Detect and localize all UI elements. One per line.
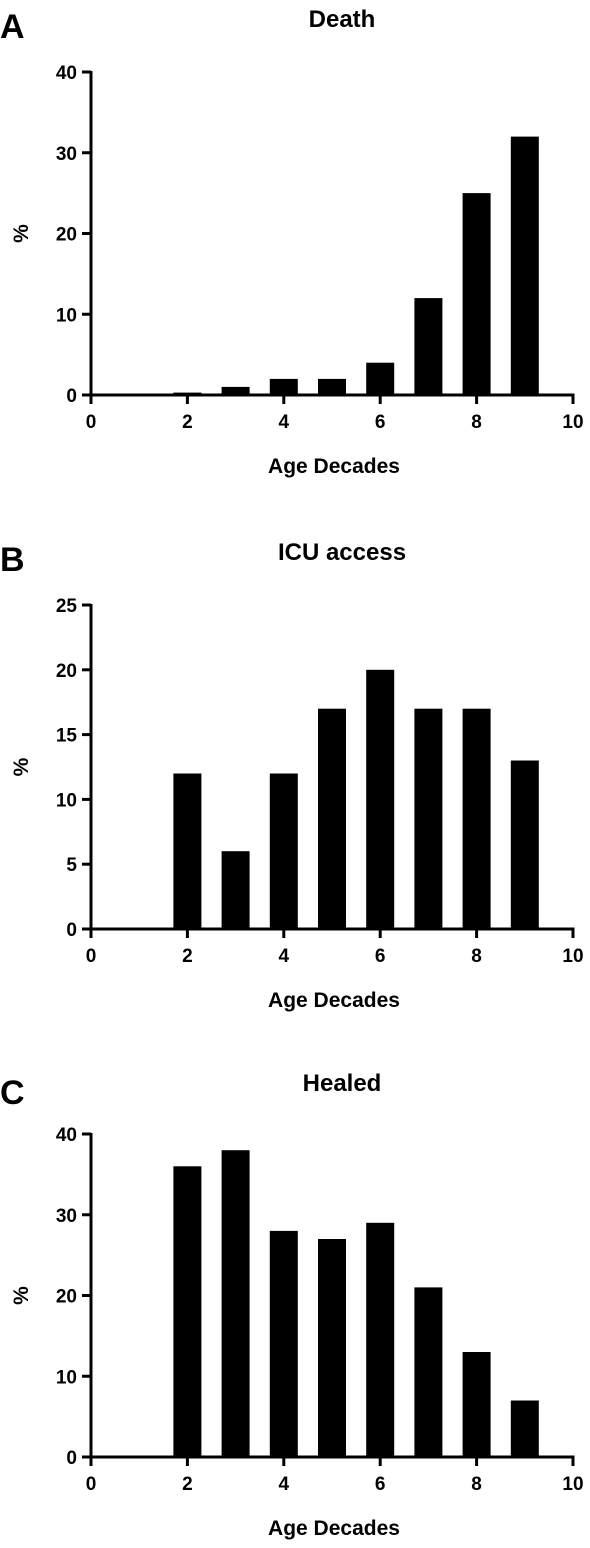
panel-b-y-label: % bbox=[10, 757, 33, 776]
panel-c-x-label: Age Decades bbox=[268, 1517, 400, 1540]
panel-c-bar-8 bbox=[462, 1352, 491, 1457]
panel-b-bar-7 bbox=[414, 708, 443, 929]
panel-b: B ICU access 0 5 10 15 20 25 0 2 4 6 8 10 Age Decades% bbox=[0, 539, 584, 1012]
panel-c-x-tick-4: 4 bbox=[279, 1474, 290, 1495]
panel-b-bar-2 bbox=[173, 773, 202, 929]
panel-b-y-tick-5: 5 bbox=[66, 855, 77, 876]
panel-a-y-tick-10: 10 bbox=[56, 305, 77, 326]
panel-c-y-tick-10: 10 bbox=[56, 1367, 77, 1388]
panel-c-bar-9 bbox=[510, 1400, 539, 1457]
panel-a-x-tick-6: 6 bbox=[375, 412, 386, 433]
panel-b-y-tick-0: 0 bbox=[66, 920, 77, 941]
panel-a-x-tick-8: 8 bbox=[471, 412, 482, 433]
panel-b-bar-5 bbox=[318, 708, 346, 929]
panel-a-bar-6 bbox=[366, 362, 395, 395]
panel-a-letter: A bbox=[0, 8, 25, 46]
panel-b-x-tick-4: 4 bbox=[279, 946, 290, 967]
panel-a-title: Death bbox=[309, 6, 376, 33]
panel-c-bar-7 bbox=[414, 1287, 443, 1457]
panel-b-bar-4 bbox=[269, 773, 298, 929]
panel-c-y-tick-20: 20 bbox=[56, 1287, 77, 1308]
panel-c-y-tick-30: 30 bbox=[56, 1206, 77, 1227]
panel-b-letter: B bbox=[0, 541, 25, 579]
panel-c-x-tick-10: 10 bbox=[562, 1474, 583, 1495]
panel-a-bar-5 bbox=[318, 378, 346, 395]
panel-c-letter: C bbox=[0, 1074, 25, 1112]
panel-c-x-tick-0: 0 bbox=[86, 1474, 97, 1495]
panel-b-x-label: Age Decades bbox=[268, 989, 400, 1012]
panel-b-x-tick-10: 10 bbox=[562, 946, 583, 967]
panel-a-bar-4 bbox=[269, 378, 298, 395]
panel-c-title: Healed bbox=[303, 1070, 382, 1097]
panel-a-bar-9 bbox=[510, 136, 539, 395]
panel-c-y-tick-40: 40 bbox=[56, 1125, 77, 1146]
panel-a-bar-7 bbox=[414, 298, 443, 395]
panel-c-y-tick-0: 0 bbox=[66, 1448, 77, 1469]
panel-a-x-label: Age Decades bbox=[268, 455, 400, 478]
panel-a-x-tick-0: 0 bbox=[86, 412, 97, 433]
panel-b-y-tick-15: 15 bbox=[56, 726, 78, 747]
panel-c-bar-5 bbox=[318, 1239, 346, 1457]
panel-a-x-tick-4: 4 bbox=[279, 412, 290, 433]
panel-b-y-tick-25: 25 bbox=[56, 596, 78, 617]
panel-c-x-tick-2: 2 bbox=[182, 1474, 193, 1495]
panel-c-bar-2 bbox=[173, 1166, 202, 1457]
panel-a-bar-3 bbox=[221, 386, 250, 395]
panel-c: C Healed 0 10 20 30 40 0 2 4 6 8 10 Age Decades% bbox=[0, 1070, 584, 1540]
panel-a: A Death 0 10 20 30 40 0 2 4 6 8 10 Age Decades% bbox=[0, 6, 584, 478]
panel-b-y-tick-20: 20 bbox=[56, 661, 77, 682]
panel-b-bar-6 bbox=[366, 669, 395, 929]
panel-c-bar-6 bbox=[366, 1222, 395, 1457]
panel-c-bar-3 bbox=[221, 1150, 250, 1457]
panel-a-x-tick-2: 2 bbox=[182, 412, 193, 433]
panel-b-x-tick-8: 8 bbox=[471, 946, 482, 967]
panel-b-bar-9 bbox=[510, 760, 539, 929]
panel-b-x-tick-2: 2 bbox=[182, 946, 193, 967]
panel-c-bar-4 bbox=[269, 1230, 298, 1457]
panel-a-bar-8 bbox=[462, 193, 491, 395]
panel-a-y-tick-20: 20 bbox=[56, 225, 77, 246]
panel-a-y-tick-0: 0 bbox=[66, 386, 77, 407]
panel-c-y-label: % bbox=[10, 1286, 33, 1305]
panel-a-y-tick-40: 40 bbox=[56, 63, 77, 84]
panel-c-x-tick-6: 6 bbox=[375, 1474, 386, 1495]
panel-b-x-tick-0: 0 bbox=[86, 946, 97, 967]
panel-b-bar-8 bbox=[462, 708, 491, 929]
panel-a-y-label: % bbox=[10, 224, 33, 243]
panel-c-x-tick-8: 8 bbox=[471, 1474, 482, 1495]
panel-b-x-tick-6: 6 bbox=[375, 946, 386, 967]
panel-b-y-tick-10: 10 bbox=[56, 790, 77, 811]
panel-b-bar-3 bbox=[221, 851, 250, 929]
panel-a-x-tick-10: 10 bbox=[562, 412, 583, 433]
panel-a-y-tick-30: 30 bbox=[56, 144, 77, 165]
panel-b-title: ICU access bbox=[278, 539, 406, 566]
